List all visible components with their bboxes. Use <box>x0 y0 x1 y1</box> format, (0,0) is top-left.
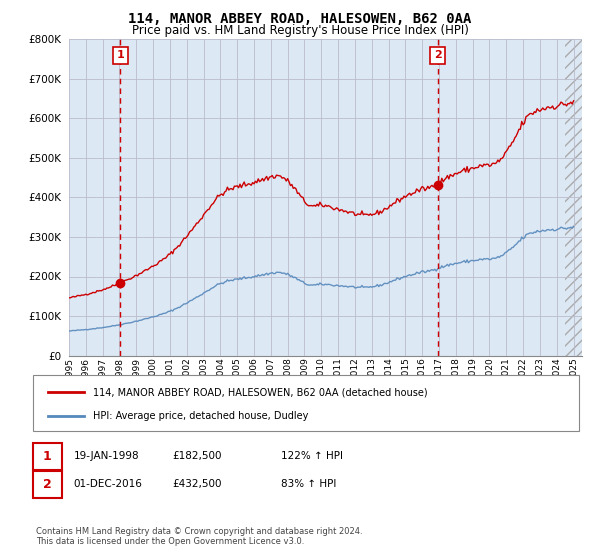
Text: 83% ↑ HPI: 83% ↑ HPI <box>281 479 336 489</box>
Bar <box>565 39 582 356</box>
Text: 114, MANOR ABBEY ROAD, HALESOWEN, B62 0AA (detached house): 114, MANOR ABBEY ROAD, HALESOWEN, B62 0A… <box>93 387 428 397</box>
Text: 01-DEC-2016: 01-DEC-2016 <box>74 479 143 489</box>
Text: 1: 1 <box>116 50 124 60</box>
Text: £182,500: £182,500 <box>173 451 223 461</box>
Text: 2: 2 <box>43 478 52 491</box>
Text: Contains HM Land Registry data © Crown copyright and database right 2024.
This d: Contains HM Land Registry data © Crown c… <box>36 526 362 546</box>
Text: £432,500: £432,500 <box>173 479 223 489</box>
Text: 2: 2 <box>434 50 442 60</box>
Text: 1: 1 <box>43 450 52 463</box>
Text: 19-JAN-1998: 19-JAN-1998 <box>74 451 139 461</box>
Bar <box>565 39 582 356</box>
Text: 122% ↑ HPI: 122% ↑ HPI <box>281 451 343 461</box>
Text: HPI: Average price, detached house, Dudley: HPI: Average price, detached house, Dudl… <box>93 411 308 421</box>
Text: 114, MANOR ABBEY ROAD, HALESOWEN, B62 0AA: 114, MANOR ABBEY ROAD, HALESOWEN, B62 0A… <box>128 12 472 26</box>
Text: Price paid vs. HM Land Registry's House Price Index (HPI): Price paid vs. HM Land Registry's House … <box>131 24 469 36</box>
